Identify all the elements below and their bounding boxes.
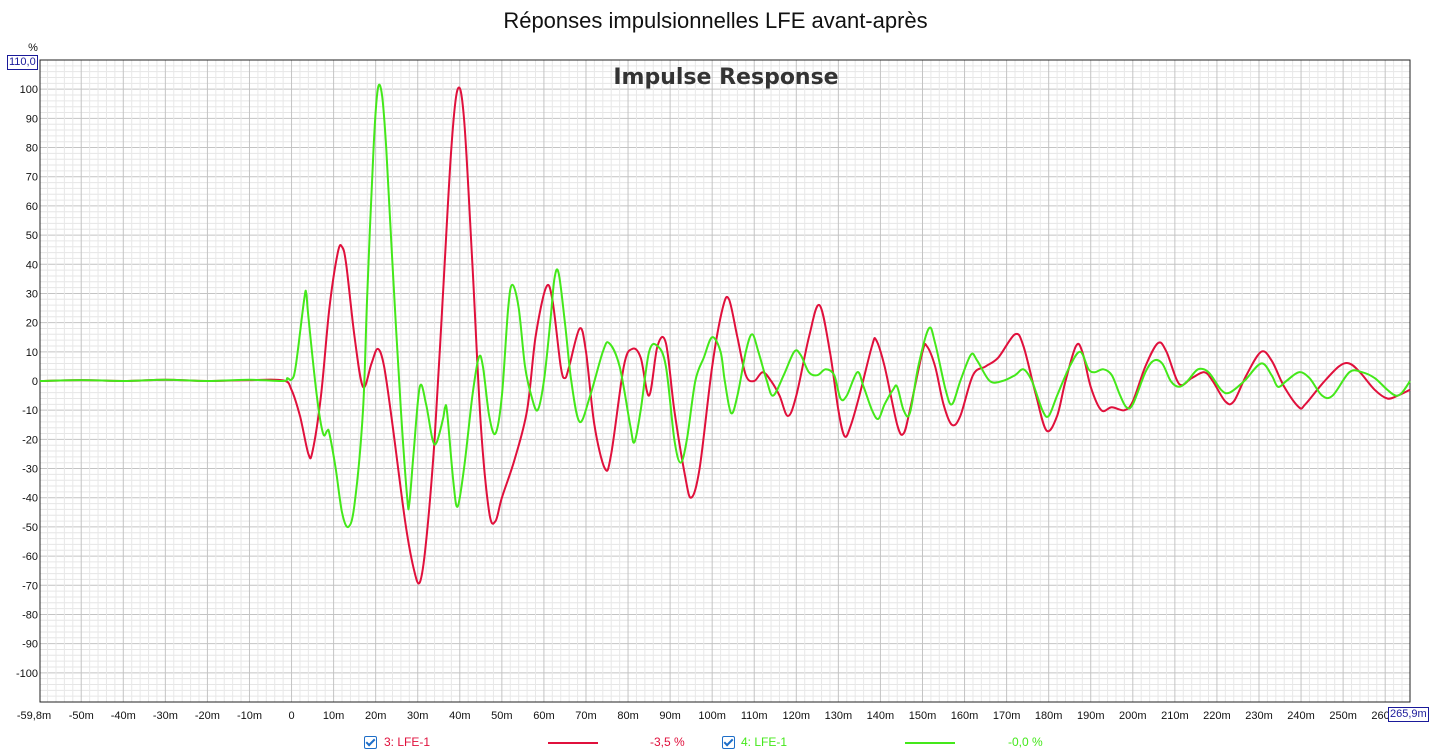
series-1-swatch [548,742,598,744]
x-tick-label: 200m [1119,710,1147,722]
series-2-checkbox[interactable] [722,736,735,749]
series-1-value: -3,5 % [650,735,685,749]
x-tick-label: 210m [1161,710,1189,722]
x-tick-label: 30m [407,710,428,722]
x-tick-label: 130m [825,710,853,722]
x-tick-label: 220m [1203,710,1231,722]
y-tick-label: 70 [26,172,38,184]
chart-title: Impulse Response [613,65,838,90]
x-tick-label: -30m [153,710,178,722]
series-2-value: -0,0 % [1008,735,1043,749]
x-tick-label: 240m [1287,710,1315,722]
x-tick-label: 10m [323,710,344,722]
x-tick-label: 140m [867,710,895,722]
x-tick-label: -59,8m [17,710,51,722]
x-tick-label: 150m [909,710,937,722]
y-tick-label: -50 [22,522,38,534]
x-tick-label: 0 [288,710,294,722]
x-tick-label: 50m [491,710,512,722]
y-tick-label: -20 [22,434,38,446]
x-tick-label: 80m [617,710,638,722]
series-2-name: 4: LFE-1 [741,735,788,749]
page-title: Réponses impulsionnelles LFE avant-après [503,8,928,33]
series-line-2 [39,83,1411,529]
y-tick-label: 80 [26,143,38,155]
x-tick-label: 170m [993,710,1021,722]
y-tick-label: 50 [26,230,38,242]
y-tick-label: -90 [22,639,38,651]
x-tick-label: -50m [69,710,94,722]
y-tick-label: 20 [26,318,38,330]
series-lines [39,83,1411,585]
y-tick-label: 10 [26,347,38,359]
y-tick-label: 30 [26,288,38,300]
y-tick-label: 90 [26,113,38,125]
series-2-swatch [905,742,955,744]
y-tick-label: -30 [22,464,38,476]
y-tick-label: 0 [32,376,38,388]
x-tick-label: 20m [365,710,386,722]
y-axis-unit-label: % [28,42,38,54]
legend: 3: LFE-1 -3,5 % 4: LFE-1 -0,0 % [0,734,1431,752]
plot-grid [40,59,1410,703]
y-tick-label: -10 [22,405,38,417]
x-tick-label: 250m [1329,710,1357,722]
x-tick-label: 100m [698,710,726,722]
y-tick-label: -80 [22,609,38,621]
ylim-top-readout[interactable]: 110,0 [7,55,38,70]
series-1-name: 3: LFE-1 [384,735,431,749]
y-tick-label: -100 [16,668,38,680]
y-tick-label: 60 [26,201,38,213]
x-tick-label: 70m [575,710,596,722]
y-tick-label: -70 [22,580,38,592]
x-tick-label: -10m [237,710,262,722]
x-tick-label: 190m [1077,710,1105,722]
x-tick-label: -20m [195,710,220,722]
x-tick-label: 160m [951,710,979,722]
y-tick-label: 100 [20,84,38,96]
y-axis-ticks: 1009080706050403020100-10-20-30-40-50-60… [16,84,38,680]
x-tick-label: 90m [659,710,680,722]
x-tick-label: 120m [783,710,811,722]
x-tick-label: 40m [449,710,470,722]
y-tick-label: -60 [22,551,38,563]
x-tick-label: 180m [1035,710,1063,722]
y-tick-label: 40 [26,259,38,271]
xlim-max-readout[interactable]: 265,9m [1388,707,1429,722]
x-axis-ticks: -59,8m -50m -40m -30m -20m -10m 0 10m 20m 30m 40m 5… [17,710,1399,722]
series-line-1 [39,86,1411,585]
x-tick-label: 60m [533,710,554,722]
y-tick-label: -40 [22,493,38,505]
x-tick-label: -40m [111,710,136,722]
x-tick-label: 230m [1245,710,1273,722]
series-1-checkbox[interactable] [364,736,377,749]
x-tick-label: 110m [741,710,768,722]
